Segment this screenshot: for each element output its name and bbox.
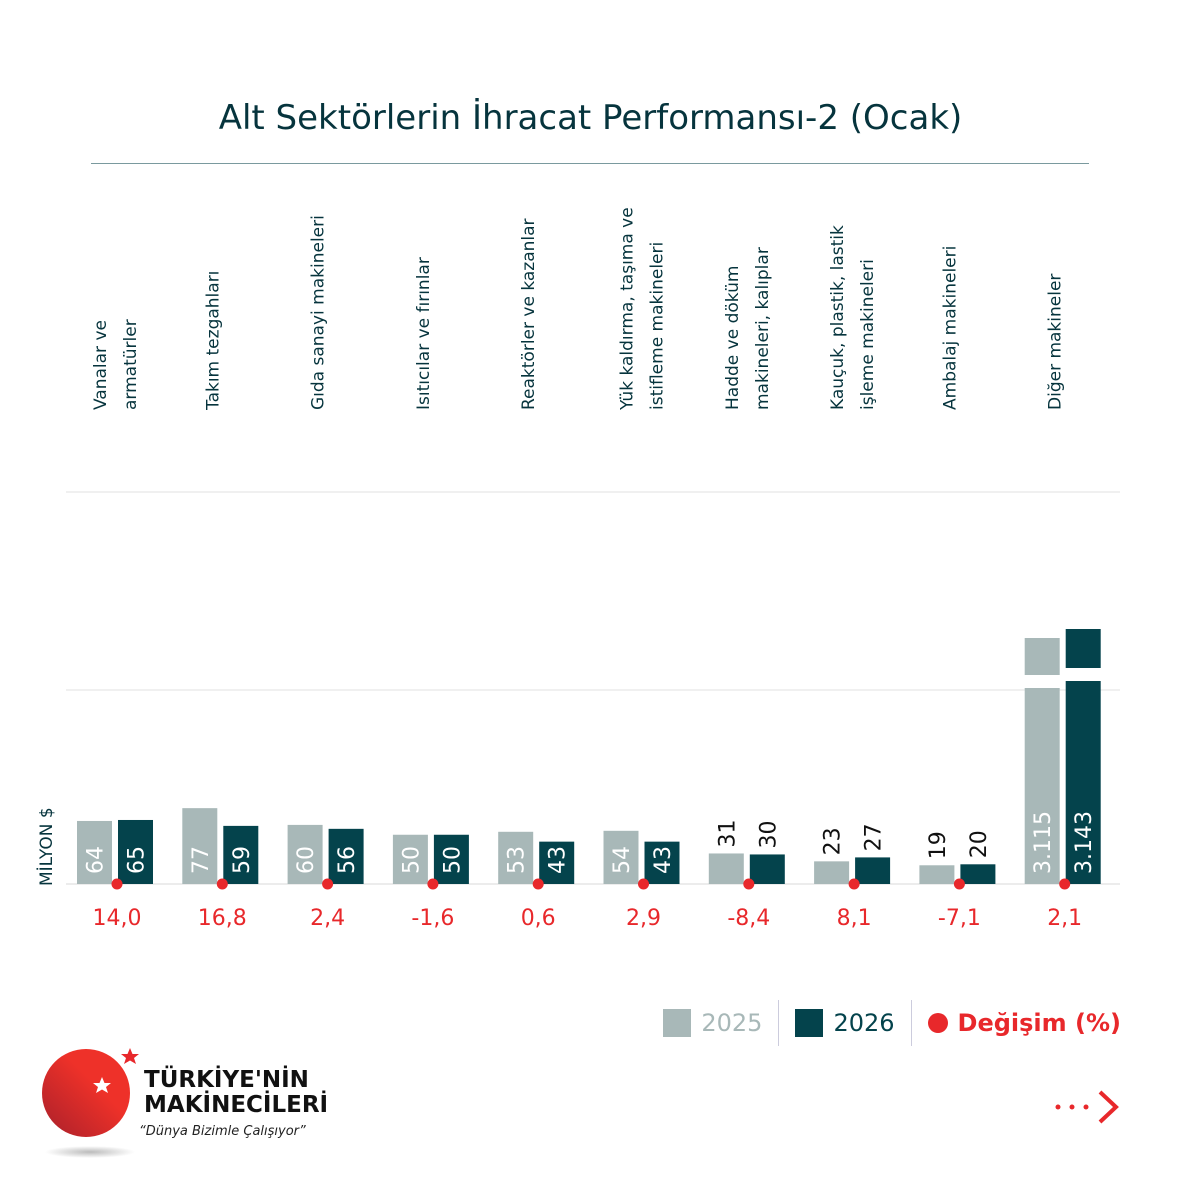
data-label: 3.115 bbox=[1031, 811, 1056, 874]
bar-2025 bbox=[77, 820, 112, 884]
bar-break-segment-2026 bbox=[1065, 629, 1101, 668]
data-label: 53 bbox=[505, 846, 530, 874]
data-label: 27 bbox=[862, 823, 887, 851]
logo-text: TÜRKİYE'NİN MAKİNECİLERİ bbox=[144, 1068, 328, 1118]
category-label: Takım tezgahları bbox=[203, 271, 223, 411]
legend: 2025 2026 Değişim (%) bbox=[647, 1000, 1121, 1046]
change-label: 8,1 bbox=[837, 906, 872, 931]
data-label: 20 bbox=[967, 830, 992, 858]
legend-dot bbox=[927, 1013, 948, 1033]
bar-2025 bbox=[182, 808, 218, 884]
change-dot bbox=[532, 878, 544, 890]
data-label: 65 bbox=[125, 846, 150, 874]
change-label: -1,6 bbox=[411, 906, 454, 931]
bar-2026 bbox=[328, 828, 364, 884]
bar-2026 bbox=[749, 854, 785, 884]
legend-label: 2025 bbox=[701, 1009, 763, 1037]
bar-2025 bbox=[603, 830, 639, 884]
logo-icon bbox=[42, 1048, 139, 1158]
category-label: istifleme makineleri bbox=[648, 242, 668, 410]
category-label: Hadde ve döküm bbox=[723, 266, 743, 410]
category-label: işleme makineleri bbox=[858, 259, 878, 410]
legend-swatch bbox=[663, 1009, 692, 1037]
legend-divider bbox=[778, 1000, 780, 1046]
legend-divider bbox=[910, 1000, 912, 1046]
data-label: 77 bbox=[189, 846, 214, 874]
category-label: makineleri, kalıplar bbox=[753, 247, 773, 410]
data-label: 43 bbox=[546, 846, 571, 874]
bar-2026 bbox=[855, 857, 891, 884]
category-label: Ambalaj makineleri bbox=[940, 246, 960, 410]
change-dot bbox=[848, 878, 860, 890]
change-dot bbox=[216, 878, 228, 890]
category-label: Isıtıcılar ve fırınlar bbox=[414, 257, 434, 410]
bar-2026 bbox=[539, 841, 575, 884]
category-label: Kauçuk, plastik, lastik bbox=[828, 225, 848, 410]
category-label: Yük kaldırma, taşıma ve bbox=[618, 207, 638, 411]
logo-slogan: “Dünya Bizimle Çalışıyor” bbox=[139, 1124, 306, 1139]
category-label: Vanalar ve bbox=[91, 320, 111, 410]
change-label: 16,8 bbox=[198, 906, 247, 931]
bar-2026 bbox=[223, 825, 259, 884]
data-label: 56 bbox=[335, 846, 360, 874]
bar-2026 bbox=[960, 864, 996, 884]
data-label: 60 bbox=[294, 846, 319, 874]
data-label: 30 bbox=[756, 820, 781, 848]
bar-2025 bbox=[708, 853, 744, 884]
change-dot bbox=[427, 878, 439, 890]
legend-swatch bbox=[795, 1009, 824, 1037]
legend-label: Değişim (%) bbox=[957, 1009, 1121, 1037]
category-label: Diğer makineler bbox=[1046, 274, 1066, 410]
data-label: 50 bbox=[399, 846, 424, 874]
change-dot bbox=[111, 878, 123, 890]
bar-2025 bbox=[1024, 688, 1060, 884]
data-label: 3.143 bbox=[1072, 811, 1097, 874]
change-label: 0,6 bbox=[521, 906, 556, 931]
change-label: -7,1 bbox=[938, 906, 981, 931]
data-label: 64 bbox=[84, 846, 109, 874]
legend-label: 2026 bbox=[833, 1009, 895, 1037]
data-label: 43 bbox=[651, 846, 676, 874]
category-label: armatürler bbox=[121, 319, 141, 410]
change-dot bbox=[953, 878, 965, 890]
bar-chart: MİLYON $ Vanalar ve armatürler 64 65 14,0 Takı… bbox=[36, 207, 1120, 931]
change-dot bbox=[638, 878, 649, 890]
category-label: Reaktörler ve kazanlar bbox=[519, 218, 539, 410]
bar-2026 bbox=[433, 834, 469, 884]
change-label: 2,9 bbox=[626, 906, 661, 931]
change-dot bbox=[1059, 878, 1071, 890]
data-label: 31 bbox=[715, 819, 740, 847]
legend-change: Değişim (%) bbox=[912, 1000, 1121, 1046]
bar-break-segment-2025 bbox=[1024, 638, 1060, 675]
legend-2026: 2026 bbox=[779, 1000, 910, 1046]
change-label: -8,4 bbox=[727, 906, 770, 931]
bar-2025 bbox=[919, 865, 955, 884]
change-label: 2,1 bbox=[1047, 906, 1082, 931]
next-arrow-icon[interactable] bbox=[1050, 1088, 1120, 1128]
data-label: 59 bbox=[230, 846, 255, 874]
data-label: 19 bbox=[926, 831, 951, 859]
legend-2025: 2025 bbox=[647, 1000, 778, 1046]
y-axis-label: MİLYON $ bbox=[36, 807, 57, 886]
data-label: 23 bbox=[821, 827, 846, 855]
page-title: Alt Sektörlerin İhracat Performansı-2 (O… bbox=[218, 98, 963, 138]
title-divider bbox=[91, 163, 1089, 164]
category-label: Gıda sanayi makineleri bbox=[309, 215, 329, 410]
bar-2025 bbox=[814, 861, 850, 884]
logo-line2: MAKİNECİLERİ bbox=[144, 1092, 329, 1118]
change-dot bbox=[322, 878, 334, 890]
bar-2025 bbox=[287, 824, 323, 884]
data-label: 54 bbox=[610, 846, 635, 874]
logo-line1: TÜRKİYE'NİN bbox=[144, 1067, 309, 1093]
change-dot bbox=[743, 878, 755, 890]
data-label: 50 bbox=[440, 846, 465, 874]
bar-2025 bbox=[498, 831, 534, 884]
bar-2025 bbox=[392, 834, 428, 884]
bar-2026 bbox=[118, 819, 153, 884]
bar-2026 bbox=[644, 841, 680, 884]
change-label: 2,4 bbox=[310, 906, 345, 931]
bar-2026 bbox=[1065, 681, 1101, 884]
change-label: 14,0 bbox=[93, 906, 142, 931]
